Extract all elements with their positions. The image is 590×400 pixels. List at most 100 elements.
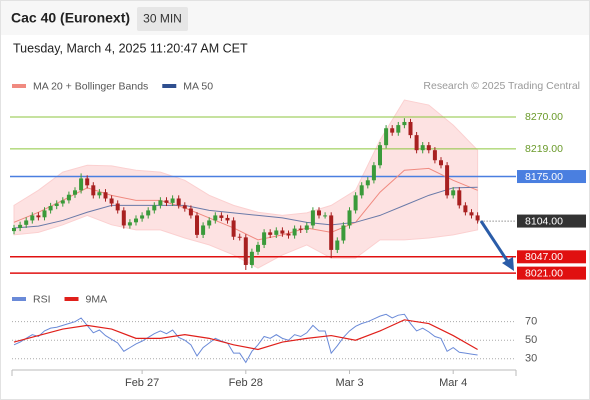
candle-body	[378, 145, 382, 166]
candle-body	[91, 185, 96, 196]
candle-body	[30, 215, 35, 221]
candle-body	[463, 205, 468, 213]
candle-body	[213, 215, 218, 221]
copyright: Research © 2025 Trading Central	[423, 80, 580, 92]
candle-body	[469, 212, 474, 216]
candle-body	[237, 236, 242, 238]
legend-label: RSI	[33, 293, 51, 305]
candle-body	[170, 198, 175, 203]
candle-body	[408, 121, 413, 136]
candle-body	[79, 178, 84, 191]
candle-body	[36, 215, 41, 218]
rsi-line	[13, 319, 478, 351]
candle-body	[152, 205, 157, 211]
candle-body	[73, 190, 77, 195]
interval-label: 30 MIN	[143, 12, 182, 26]
candle-body	[42, 210, 47, 218]
candle-body	[54, 203, 59, 207]
level-label: 8021.00	[525, 267, 563, 279]
legend-swatch	[12, 84, 26, 88]
candle-body	[426, 145, 431, 151]
candle-body	[60, 200, 65, 204]
candle-body	[310, 210, 315, 226]
candle-body	[97, 192, 102, 196]
candle-body	[140, 215, 145, 219]
candle-body	[158, 200, 163, 206]
level-box	[517, 110, 586, 124]
candle-body	[18, 224, 23, 228]
rsi-tick-label: 30	[525, 353, 537, 365]
legend-label: MA 20 + Bollinger Bands	[33, 80, 148, 92]
candle-body	[256, 244, 260, 252]
candle-body	[335, 240, 340, 250]
level-label: 8219.00	[525, 143, 563, 155]
candle-body	[134, 218, 138, 223]
candle-body	[85, 178, 90, 186]
legend-swatch	[162, 84, 177, 88]
candle-body	[445, 165, 450, 196]
x-tick-label: Mar 4	[439, 377, 467, 389]
candle-body	[274, 230, 279, 235]
candle-body	[188, 208, 193, 216]
candle-body	[109, 198, 114, 204]
candle-body	[353, 195, 358, 211]
candle-body	[396, 125, 401, 133]
chart-title: Cac 40 (Euronext)	[11, 10, 130, 26]
level-box	[517, 266, 586, 280]
level-box	[517, 214, 586, 228]
legend-swatch	[12, 297, 26, 301]
rsi-plot: 30 50 70 RSI 9MA	[12, 293, 537, 365]
candle-body	[329, 215, 334, 250]
candle-body	[164, 200, 169, 203]
candle-body	[371, 165, 376, 181]
candle-body	[414, 135, 419, 151]
candle-body	[207, 220, 212, 226]
candle-body	[12, 227, 16, 232]
candle-body	[103, 192, 108, 199]
level-label: 8175.00	[525, 171, 563, 183]
x-tick-label: Mar 3	[335, 377, 363, 389]
candle-body	[286, 233, 291, 236]
candle-body	[304, 225, 309, 230]
candle-body	[280, 230, 285, 234]
rsi-line	[13, 313, 478, 364]
rsi-tick-label: 50	[525, 334, 537, 346]
candle-body	[475, 215, 480, 221]
candle-body	[176, 198, 181, 206]
candle-body	[195, 215, 199, 235]
header-band	[1, 1, 589, 35]
candle-body	[420, 145, 425, 151]
candle-body	[231, 220, 236, 237]
candle-body	[249, 251, 254, 265]
candle-body	[292, 228, 297, 236]
level-box	[517, 142, 586, 156]
candle-body	[225, 217, 230, 221]
candle-body	[201, 225, 206, 235]
candle-body	[127, 222, 132, 226]
candle-body	[439, 160, 443, 166]
level-label: 8104.00	[525, 215, 563, 227]
candle-body	[347, 210, 352, 226]
candle-body	[24, 220, 29, 225]
x-tick-label: Feb 28	[229, 377, 263, 389]
level-box	[517, 170, 586, 184]
candle-body	[298, 228, 303, 230]
moving-average	[13, 186, 478, 229]
level-label: 8047.00	[525, 251, 563, 263]
legend-swatch	[64, 297, 79, 301]
interval-badge	[137, 7, 188, 31]
candle-body	[341, 225, 346, 241]
legend-label: 9MA	[86, 293, 108, 305]
forecast-arrow	[479, 220, 510, 263]
rsi-tick-label: 70	[525, 316, 537, 328]
level-box	[517, 250, 586, 264]
candle-body	[451, 190, 456, 196]
candle-body	[115, 203, 120, 211]
legend: MA 20 + Bollinger Bands MA 50	[12, 80, 213, 92]
candle-body	[243, 237, 248, 265]
candle-body	[48, 206, 53, 211]
price-plot: 8270.00 8219.00 8175.00 8104.00 8047.00 8021.…	[10, 99, 586, 280]
moving-average	[13, 167, 478, 241]
candle-body	[457, 190, 462, 206]
